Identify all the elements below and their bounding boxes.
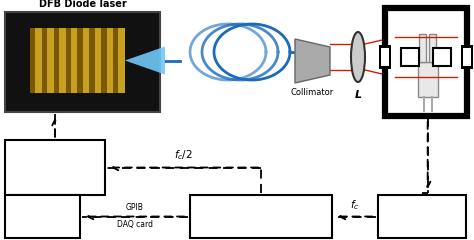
Bar (381, 48, 389, 66)
Text: GPIB: GPIB (60, 191, 80, 199)
Text: Laser
Controller: Laser Controller (33, 158, 77, 177)
Bar (429, 34, 436, 62)
Bar (30, 28, 36, 93)
Bar (190, 195, 332, 238)
Bar (433, 48, 451, 66)
Bar (54, 28, 59, 93)
Polygon shape (125, 47, 165, 74)
Bar (65, 28, 71, 93)
Text: $f_c$: $f_c$ (350, 198, 360, 211)
Text: PC: PC (36, 211, 49, 222)
Text: Collimator: Collimator (291, 88, 334, 97)
Bar (385, 8, 467, 116)
Bar (78, 28, 83, 93)
Bar (401, 48, 419, 66)
Text: GPIB: GPIB (126, 204, 144, 212)
Text: L: L (355, 90, 362, 100)
Bar (418, 62, 438, 97)
Ellipse shape (351, 32, 365, 82)
Bar (42, 28, 47, 93)
Polygon shape (295, 39, 330, 83)
Bar (113, 28, 118, 93)
Bar (5, 140, 105, 195)
Bar (419, 34, 426, 62)
Bar (379, 45, 391, 69)
Text: Lock-in amplifier: Lock-in amplifier (220, 211, 301, 222)
Text: Preamplifier: Preamplifier (394, 212, 449, 221)
Bar (461, 45, 473, 69)
Bar (463, 48, 471, 66)
Bar (5, 12, 160, 112)
Text: $f_c/2$: $f_c/2$ (173, 149, 192, 162)
Bar (30, 28, 125, 93)
Text: DAQ card: DAQ card (117, 220, 153, 228)
Text: DFB Diode laser: DFB Diode laser (38, 0, 127, 9)
Bar (101, 28, 107, 93)
Bar (378, 195, 466, 238)
Bar (90, 28, 95, 93)
Bar (5, 195, 80, 238)
